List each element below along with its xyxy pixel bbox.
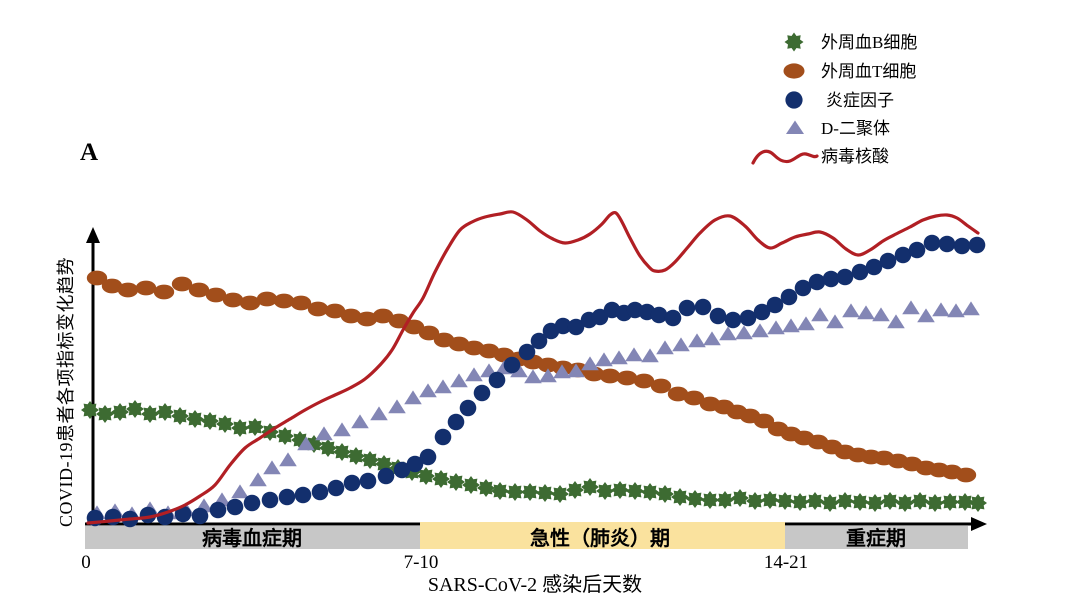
legend-label-b-cells: 外周血B细胞 xyxy=(821,33,917,52)
x-axis-ticks: 0 7-10 14-21 xyxy=(81,552,808,573)
legend-label-t-cells: 外周血T细胞 xyxy=(821,62,916,81)
tick-label-0: 0 xyxy=(81,552,91,573)
phase-label-severe: 重症期 xyxy=(846,526,906,550)
legend-label-viral-rna: 病毒核酸 xyxy=(821,147,889,166)
legend-label-inflammatory-factors: 炎症因子 xyxy=(826,91,894,110)
tick-label-7-10: 7-10 xyxy=(404,552,439,573)
legend: 外周血B细胞 外周血T细胞 炎症因子 D-二聚体 病毒核酸 xyxy=(751,32,917,166)
series-layer xyxy=(81,210,987,528)
viral-rna-marker-icon xyxy=(751,149,819,165)
b-cells-marker-icon xyxy=(784,32,804,52)
t-cells-marker-icon xyxy=(783,63,805,79)
series-t-cells xyxy=(86,270,977,483)
inflammatory-factors-marker-icon xyxy=(785,91,803,109)
phase-segment-acute xyxy=(420,522,785,549)
x-axis-label: SARS-CoV-2 感染后天数 xyxy=(428,573,642,596)
phase-bar: 病毒血症期 急性（肺炎）期 重症期 xyxy=(85,522,968,550)
x-axis-arrow-icon xyxy=(971,517,987,531)
y-axis-arrow-icon xyxy=(86,227,100,243)
legend-label-d-dimer: D-二聚体 xyxy=(821,119,890,138)
phase-segment-viremia xyxy=(85,526,420,549)
series-viral-rna xyxy=(86,210,980,525)
phase-label-acute: 急性（肺炎）期 xyxy=(530,526,670,550)
d-dimer-marker-icon xyxy=(786,120,804,134)
phase-segment-severe xyxy=(785,526,968,549)
phase-label-viremia: 病毒血症期 xyxy=(202,526,302,550)
series-inflammatory-factors xyxy=(86,234,986,528)
series-b-cells xyxy=(81,400,987,512)
panel-label: A xyxy=(80,139,98,166)
y-axis-label: COVID-19患者各项指标变化趋势 xyxy=(56,257,76,527)
tick-label-14-21: 14-21 xyxy=(764,552,808,573)
